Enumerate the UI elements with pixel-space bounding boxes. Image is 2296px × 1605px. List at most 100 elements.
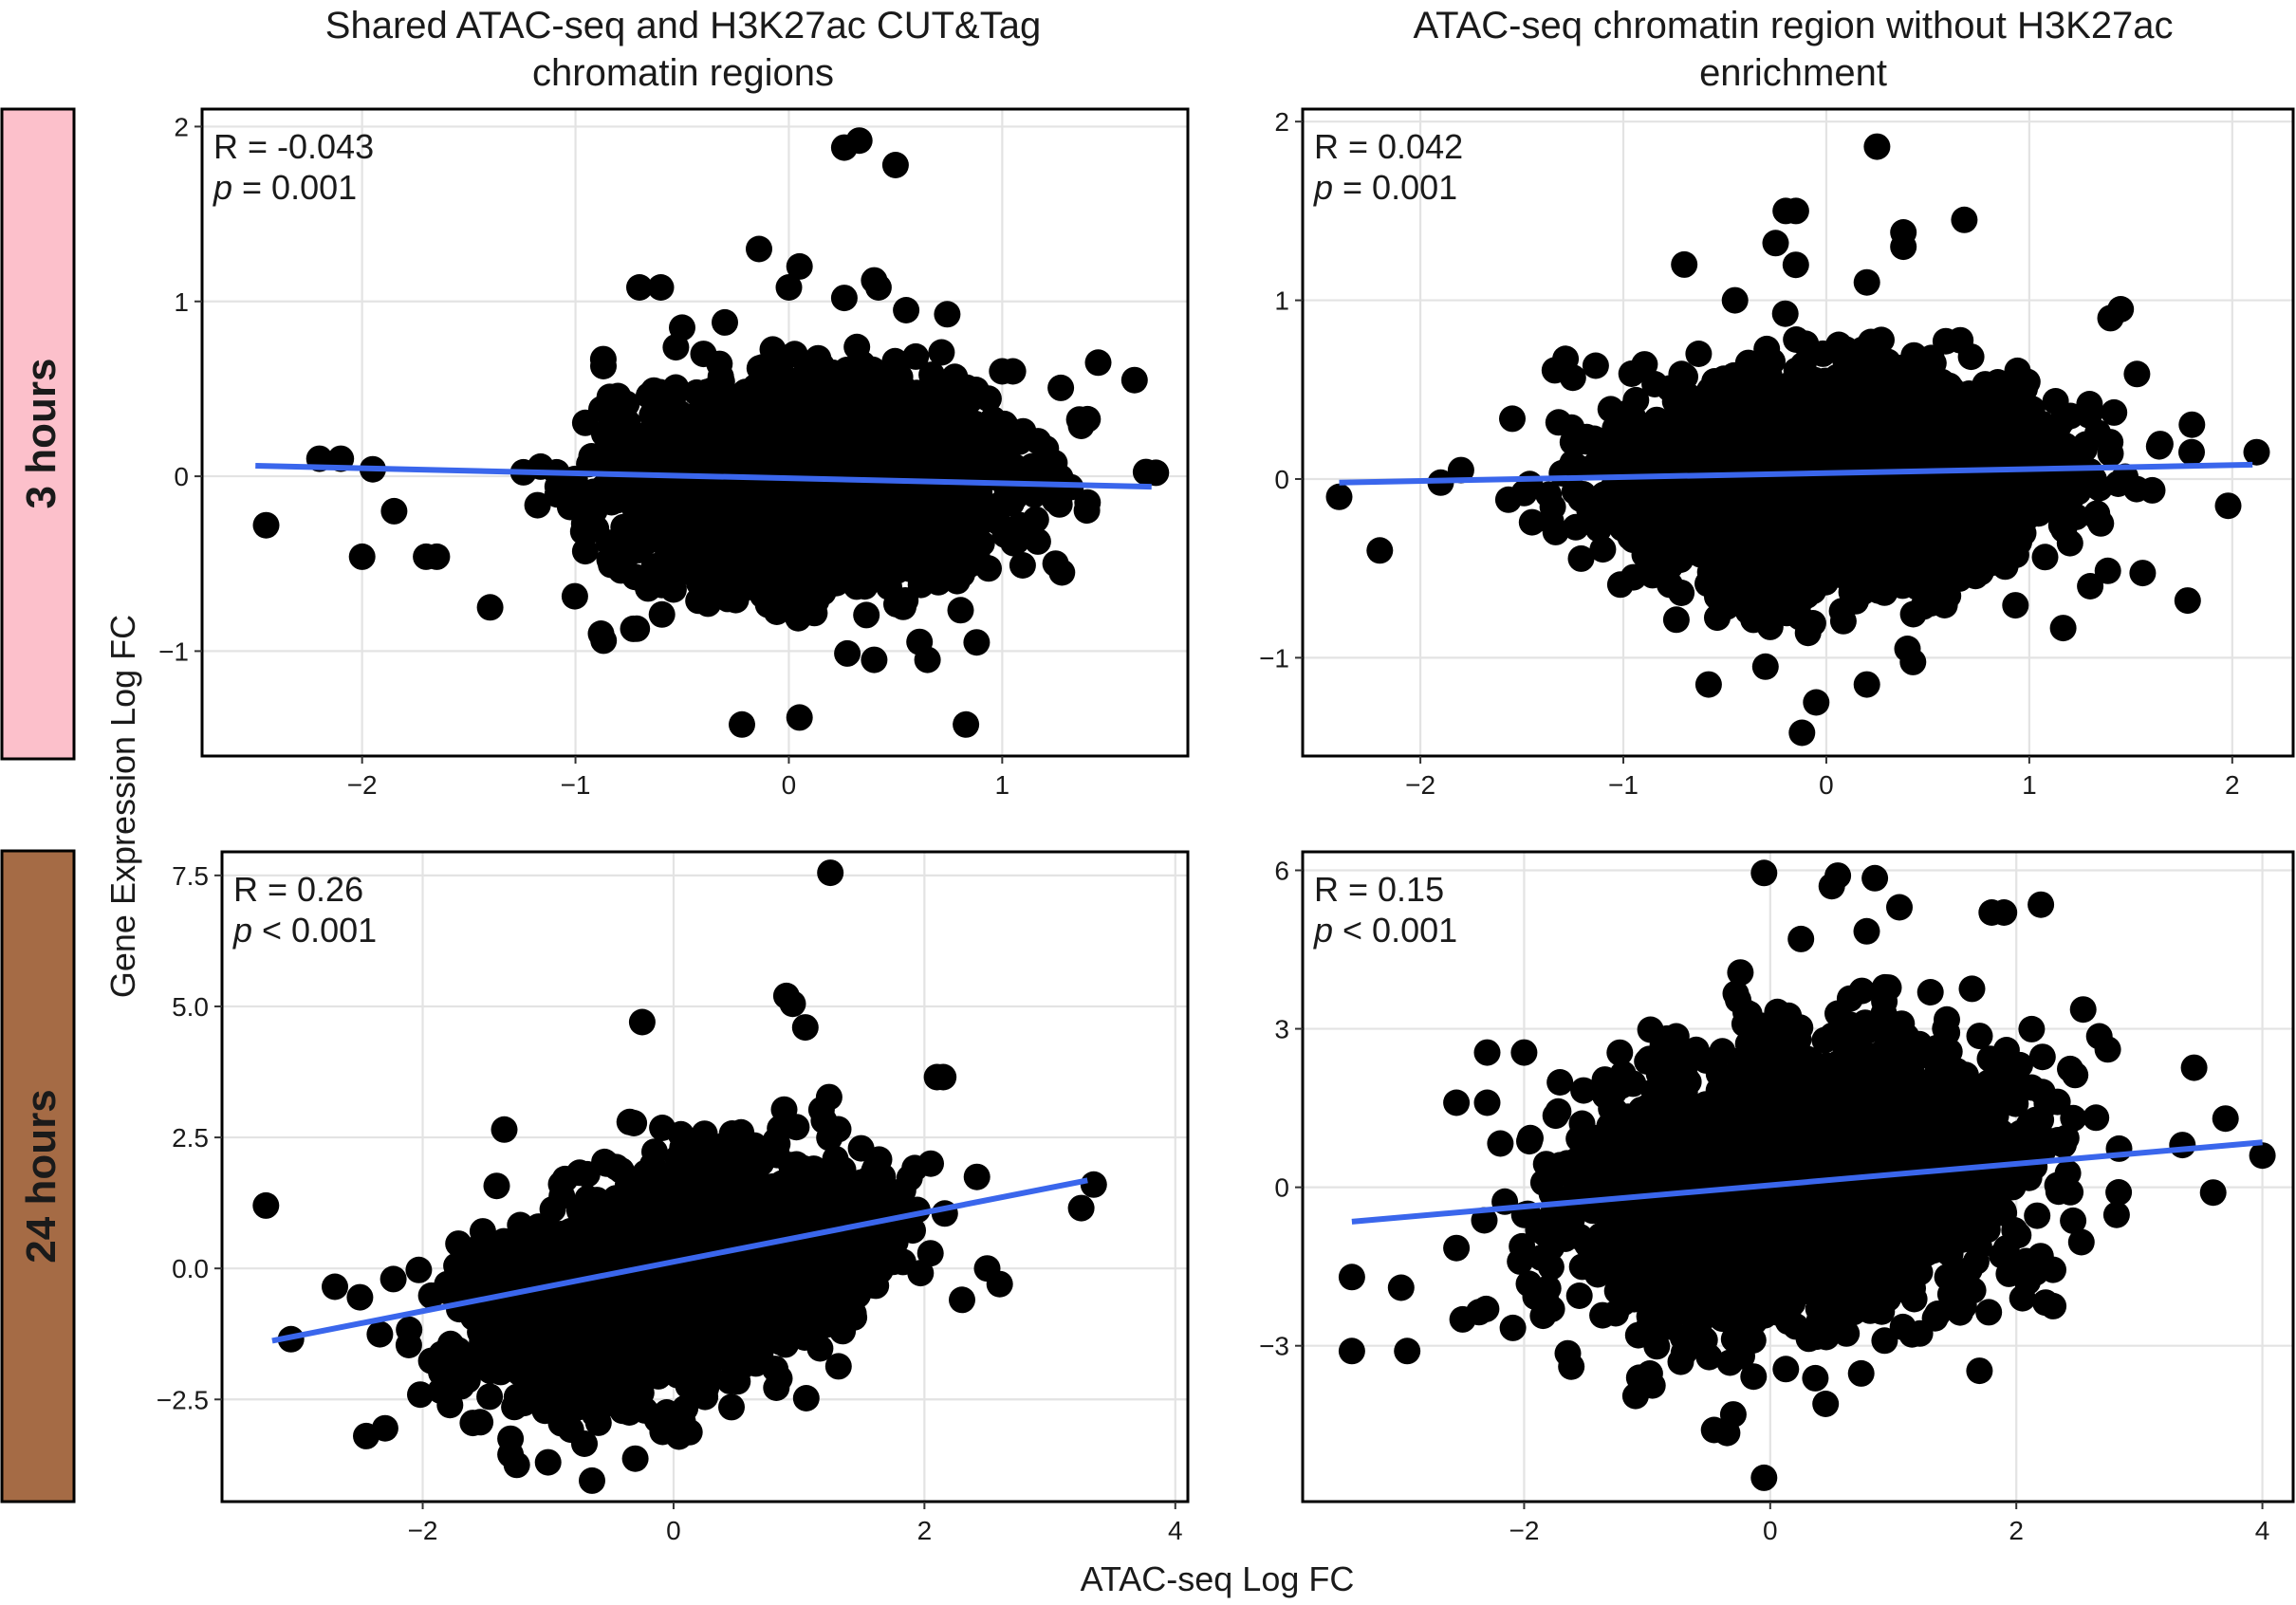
data-point: [1792, 330, 1820, 358]
data-point: [997, 489, 1025, 515]
data-point: [1771, 300, 1799, 327]
row-strip-3-hours: [0, 107, 76, 761]
data-point: [647, 274, 675, 301]
data-point: [423, 543, 451, 570]
data-point: [1021, 481, 1048, 508]
data-point: [861, 646, 888, 673]
data-point: [961, 410, 989, 437]
data-point: [729, 710, 755, 738]
data-point: [834, 639, 861, 667]
data-point: [816, 397, 843, 424]
data-point: [594, 427, 621, 454]
data-point: [721, 545, 748, 573]
data-point: [1065, 406, 1093, 434]
data-point: [2031, 544, 2059, 571]
data-point: [807, 565, 835, 593]
data-point: [1000, 529, 1028, 557]
data-point: [881, 152, 909, 178]
data-point: [690, 341, 717, 368]
data-point: [933, 431, 960, 458]
data-point: [348, 543, 376, 570]
data-point: [2049, 407, 2076, 434]
data-point: [1558, 414, 1585, 441]
data-point: [990, 417, 1017, 445]
data-point: [968, 530, 995, 557]
data-point: [571, 538, 599, 565]
data-point: [1910, 593, 1937, 620]
data-point: [843, 426, 871, 453]
data-point: [598, 551, 625, 579]
x-tick-label: −1: [561, 770, 591, 800]
row-strip-24-hours: [0, 849, 76, 1504]
data-point: [476, 594, 504, 621]
data-point: [892, 587, 919, 614]
data-point: [861, 386, 888, 414]
data-point: [2101, 398, 2128, 426]
x-tick-label: −2: [347, 770, 378, 800]
p-symbol: p: [213, 168, 232, 207]
data-point: [732, 392, 760, 419]
data-point: [659, 509, 687, 537]
data-point: [556, 493, 583, 521]
correlation-r-label: R = -0.043: [213, 127, 374, 166]
data-point: [561, 582, 588, 610]
data-point: [941, 539, 969, 565]
data-point: [589, 345, 617, 373]
y-tick-label: 2: [174, 112, 189, 141]
data-point: [947, 597, 974, 624]
data-point: [691, 404, 718, 432]
data-point: [1048, 559, 1076, 586]
data-point: [1991, 553, 2019, 581]
data-point: [583, 515, 610, 543]
data-point: [1957, 343, 1985, 371]
data-point: [790, 366, 818, 394]
x-tick-label: 0: [782, 770, 797, 800]
data-point: [2129, 560, 2157, 587]
data-point: [786, 704, 813, 731]
data-point: [918, 361, 946, 389]
data-point: [587, 620, 615, 647]
data-point: [999, 358, 1027, 385]
data-point: [763, 364, 790, 392]
data-point: [831, 525, 858, 552]
data-point: [2002, 592, 2029, 619]
column-title-right-line2: enrichment: [1699, 52, 1887, 94]
data-point: [707, 363, 734, 391]
row-label-3-hours: 3 hours: [18, 359, 65, 509]
data-point: [1567, 544, 1595, 572]
x-axis-title: ATAC-seq Log FC: [1081, 1559, 1355, 1598]
data-point: [902, 342, 930, 370]
data-point: [1022, 506, 1049, 533]
data-point: [1120, 366, 1148, 394]
data-point: [891, 406, 918, 434]
data-point: [916, 381, 943, 409]
data-point: [767, 529, 794, 557]
data-point: [629, 429, 657, 456]
x-tick-label: 1: [995, 770, 1010, 800]
data-point: [1499, 405, 1526, 433]
data-point: [943, 502, 971, 529]
data-point: [963, 629, 991, 656]
data-point: [893, 297, 920, 323]
data-point: [2072, 431, 2100, 458]
points-layer: [252, 127, 1170, 738]
data-point: [669, 314, 695, 341]
data-point: [588, 396, 615, 423]
p-value-label: p = 0.001: [213, 168, 357, 207]
data-point: [889, 546, 917, 574]
data-point: [1829, 607, 1857, 635]
data-point: [876, 428, 903, 455]
row-label-24-hours: 24 hours: [18, 1089, 65, 1263]
column-title-left-line2: chromatin regions: [532, 52, 834, 94]
data-point: [650, 556, 677, 583]
data-point: [1047, 374, 1075, 401]
data-point: [524, 491, 551, 519]
data-point: [2049, 615, 2077, 642]
data-point: [1084, 349, 1112, 377]
data-point: [718, 573, 745, 600]
data-point: [635, 575, 662, 602]
data-point: [712, 308, 738, 336]
data-point: [646, 378, 674, 406]
data-point: [1582, 352, 1609, 379]
